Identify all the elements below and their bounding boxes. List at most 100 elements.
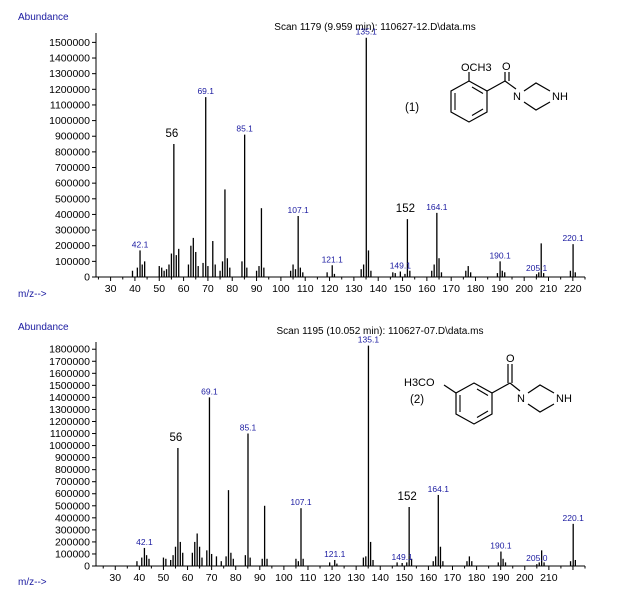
x-tick-label: 60 bbox=[178, 283, 190, 295]
peak-label: 107.1 bbox=[290, 497, 312, 507]
x-tick-label: 80 bbox=[226, 283, 238, 295]
compound-number: (2) bbox=[410, 394, 424, 406]
spectrum-panel-2: Abundance Scan 1195 (10.052 min): 110627… bbox=[18, 322, 586, 588]
x-axis-title: m/z--> bbox=[18, 289, 47, 300]
y-tick-label: 1500000 bbox=[49, 37, 90, 49]
peak-label: 190.1 bbox=[490, 541, 512, 551]
benzene-ring bbox=[450, 80, 488, 123]
x-tick-label: 40 bbox=[134, 572, 146, 584]
x-tick-label: 190 bbox=[491, 283, 509, 295]
y-tick-label: 500000 bbox=[55, 500, 90, 512]
carbonyl-bond bbox=[491, 382, 511, 394]
x-tick-label: 180 bbox=[468, 572, 486, 584]
peak-label: 85.1 bbox=[236, 124, 253, 134]
peak-label: 205.0 bbox=[526, 553, 548, 563]
amide-bond bbox=[504, 80, 517, 90]
x-tick-label: 30 bbox=[109, 572, 121, 584]
peak-label: 56 bbox=[170, 432, 183, 444]
peak-label: 220.1 bbox=[562, 233, 584, 243]
y-tick-label: 400000 bbox=[55, 209, 90, 221]
piperazine-ring bbox=[527, 384, 555, 394]
peak-label: 107.1 bbox=[288, 205, 310, 215]
y-tick-label: 800000 bbox=[55, 464, 90, 476]
ring-double-bond bbox=[476, 388, 489, 396]
x-tick-label: 90 bbox=[254, 572, 266, 584]
chart-title: Scan 1179 (9.959 min): 110627-12.D\data.… bbox=[274, 22, 475, 33]
x-tick-label: 60 bbox=[182, 572, 194, 584]
y-tick-label: 200000 bbox=[55, 536, 90, 548]
y-tick-label: 800000 bbox=[55, 146, 90, 158]
methoxy-label: H3CO bbox=[404, 377, 435, 389]
peak-label: 69.1 bbox=[201, 386, 218, 396]
carbonyl-bond bbox=[486, 80, 506, 92]
methoxy-bond bbox=[443, 384, 457, 394]
x-tick-label: 210 bbox=[540, 283, 558, 295]
nitrogen-label: N bbox=[513, 91, 521, 103]
peak-label: 69.1 bbox=[197, 86, 214, 96]
y-tick-label: 600000 bbox=[55, 488, 90, 500]
axes: 0100000200000300000400000500000600000700… bbox=[49, 342, 586, 584]
oxygen-label: O bbox=[506, 353, 515, 365]
x-tick-label: 150 bbox=[396, 572, 414, 584]
y-tick-label: 1200000 bbox=[49, 84, 90, 96]
ring-double-bond bbox=[471, 108, 484, 116]
x-tick-label: 70 bbox=[202, 283, 214, 295]
y-tick-label: 900000 bbox=[55, 452, 90, 464]
y-tick-label: 1300000 bbox=[49, 68, 90, 80]
benzene-ring bbox=[455, 382, 493, 425]
y-tick-label: 900000 bbox=[55, 131, 90, 143]
x-tick-label: 220 bbox=[564, 283, 582, 295]
x-axis-title: m/z--> bbox=[18, 577, 47, 588]
y-tick-label: 1600000 bbox=[49, 368, 90, 380]
y-tick-label: 700000 bbox=[55, 476, 90, 488]
x-tick-label: 110 bbox=[297, 283, 314, 295]
y-tick-label: 1100000 bbox=[50, 428, 90, 440]
compound-number: (1) bbox=[405, 102, 419, 114]
oxygen-label: O bbox=[502, 61, 511, 73]
x-tick-label: 140 bbox=[371, 572, 389, 584]
x-tick-label: 50 bbox=[158, 572, 170, 584]
x-tick-label: 180 bbox=[467, 283, 485, 295]
y-tick-label: 1200000 bbox=[49, 416, 90, 428]
ring-double-bond bbox=[471, 86, 484, 94]
y-tick-label: 1700000 bbox=[49, 356, 90, 368]
x-tick-label: 80 bbox=[230, 572, 242, 584]
x-tick-label: 210 bbox=[540, 572, 558, 584]
x-tick-label: 130 bbox=[345, 283, 363, 295]
y-tick-label: 300000 bbox=[55, 225, 90, 237]
y-tick-label: 600000 bbox=[55, 178, 90, 190]
x-tick-label: 50 bbox=[153, 283, 165, 295]
peak-labels: 42.1 56 69.1 85.1 107.1 121.1 135.1 149.1 152 164… bbox=[132, 27, 584, 273]
ring-double-bond bbox=[476, 410, 489, 418]
peak-label: 149.1 bbox=[392, 552, 414, 562]
peak-label: 164.1 bbox=[428, 484, 450, 494]
peak-label: 135.1 bbox=[358, 335, 380, 345]
x-tick-label: 190 bbox=[492, 572, 510, 584]
x-tick-label: 120 bbox=[323, 572, 341, 584]
piperazine-ring bbox=[523, 82, 551, 92]
amide-bond bbox=[509, 382, 521, 392]
y-tick-label: 700000 bbox=[55, 162, 90, 174]
peak-label: 56 bbox=[165, 128, 178, 140]
peak-bars bbox=[136, 345, 577, 566]
y-tick-label: 300000 bbox=[55, 524, 90, 536]
peak-label: 135.1 bbox=[356, 27, 378, 37]
y-tick-label: 1300000 bbox=[49, 404, 90, 416]
y-tick-label: 200000 bbox=[55, 240, 90, 252]
peak-label: 121.1 bbox=[324, 549, 346, 559]
x-tick-label: 130 bbox=[347, 572, 365, 584]
x-tick-label: 150 bbox=[394, 283, 412, 295]
peak-label: 149.1 bbox=[390, 261, 412, 271]
peak-label: 164.1 bbox=[426, 202, 448, 212]
x-tick-label: 120 bbox=[321, 283, 339, 295]
peak-bars bbox=[131, 37, 576, 277]
y-tick-label: 400000 bbox=[55, 512, 90, 524]
x-tick-label: 140 bbox=[369, 283, 387, 295]
peak-label: 220.1 bbox=[563, 513, 585, 523]
y-tick-label: 100000 bbox=[55, 548, 90, 560]
y-tick-label: 0 bbox=[84, 272, 90, 284]
x-tick-label: 170 bbox=[444, 572, 462, 584]
x-tick-label: 100 bbox=[272, 283, 290, 295]
peak-label: 152 bbox=[398, 491, 417, 503]
